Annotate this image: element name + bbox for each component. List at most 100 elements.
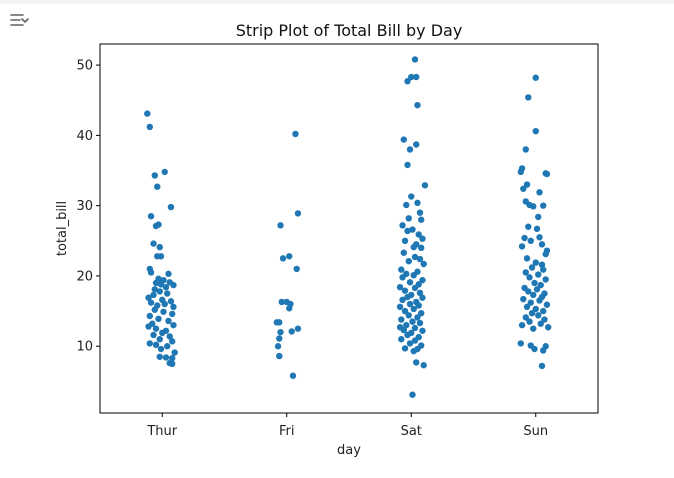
data-point [413,141,420,148]
data-point [404,78,411,85]
data-point [403,321,410,329]
data-point [410,305,417,313]
data-point [152,341,160,349]
data-point [518,321,526,329]
data-point [537,320,544,327]
data-point [419,235,426,242]
data-point [167,298,175,305]
data-point [523,255,531,262]
data-point [527,299,534,306]
data-point [538,362,546,370]
data-point [411,253,419,261]
y-tick-label: 40 [76,129,93,144]
data-point [532,74,539,81]
data-point [420,362,427,369]
data-point [399,222,406,229]
data-point [151,286,158,293]
data-point [169,310,176,318]
data-point [409,226,416,233]
data-point [403,201,410,209]
y-axis: 10 20 30 40 50 [76,59,100,355]
data-point [171,349,178,356]
data-point [150,291,157,299]
data-point [419,294,426,301]
data-point [411,56,419,63]
data-point [405,312,412,319]
data-point [518,243,526,250]
data-point [542,250,549,258]
data-point [274,343,282,350]
data-point [530,291,537,299]
data-point [146,340,153,347]
data-point [169,338,176,345]
data-point [541,316,548,323]
data-point [416,289,424,297]
data-point [520,185,527,192]
data-point [288,328,295,335]
output-toggle-icon[interactable] [8,10,30,32]
data-point [517,340,525,347]
data-point [537,281,544,289]
data-point [408,73,415,81]
data-point [411,324,419,332]
chart-title: Strip Plot of Total Bill by Day [236,21,463,40]
data-point [406,146,414,153]
data-point [525,94,532,101]
data-point [156,243,163,251]
data-point [415,302,422,309]
data-point [404,331,411,339]
data-point [157,281,165,288]
data-point [404,227,411,235]
data-point [156,288,163,295]
data-point [406,279,414,286]
x-tick-label: Sat [401,424,422,439]
data-point [151,306,158,313]
data-point [147,213,155,220]
data-point [410,243,417,251]
x-axis-label: day [337,443,361,458]
plot-area-frame [99,43,599,414]
data-point [406,340,414,347]
data-point [277,222,284,229]
data-point [522,269,529,276]
data-point [542,276,549,283]
data-point [159,329,166,337]
data-point [400,136,407,143]
data-point [276,352,283,360]
data-point [396,303,404,311]
data-point [535,271,542,278]
data-point [166,333,173,340]
data-point [292,130,299,138]
data-point [418,216,425,223]
data-point [150,331,157,339]
data-point [167,203,175,211]
data-point [156,353,163,360]
data-point [154,183,161,190]
data-point [525,288,532,295]
data-point [165,270,172,278]
data-point [419,327,426,334]
data-point [151,172,158,179]
data-point [286,305,293,312]
data-point [286,253,293,260]
data-points [144,56,552,398]
data-point [521,234,528,242]
data-point [162,354,170,361]
x-tick-label: Fri [279,424,295,439]
data-point [421,182,429,189]
data-point [540,347,547,354]
data-point [398,266,405,273]
data-point [535,213,542,221]
data-point [536,234,543,241]
y-tick-label: 30 [76,199,93,214]
data-point [522,314,529,321]
data-point [532,305,539,313]
data-point [408,193,415,200]
data-point [152,279,160,287]
data-point [414,314,421,321]
data-point [276,319,283,326]
x-tick-label: Thur [146,424,177,439]
data-point [399,274,406,281]
data-point [152,325,160,332]
